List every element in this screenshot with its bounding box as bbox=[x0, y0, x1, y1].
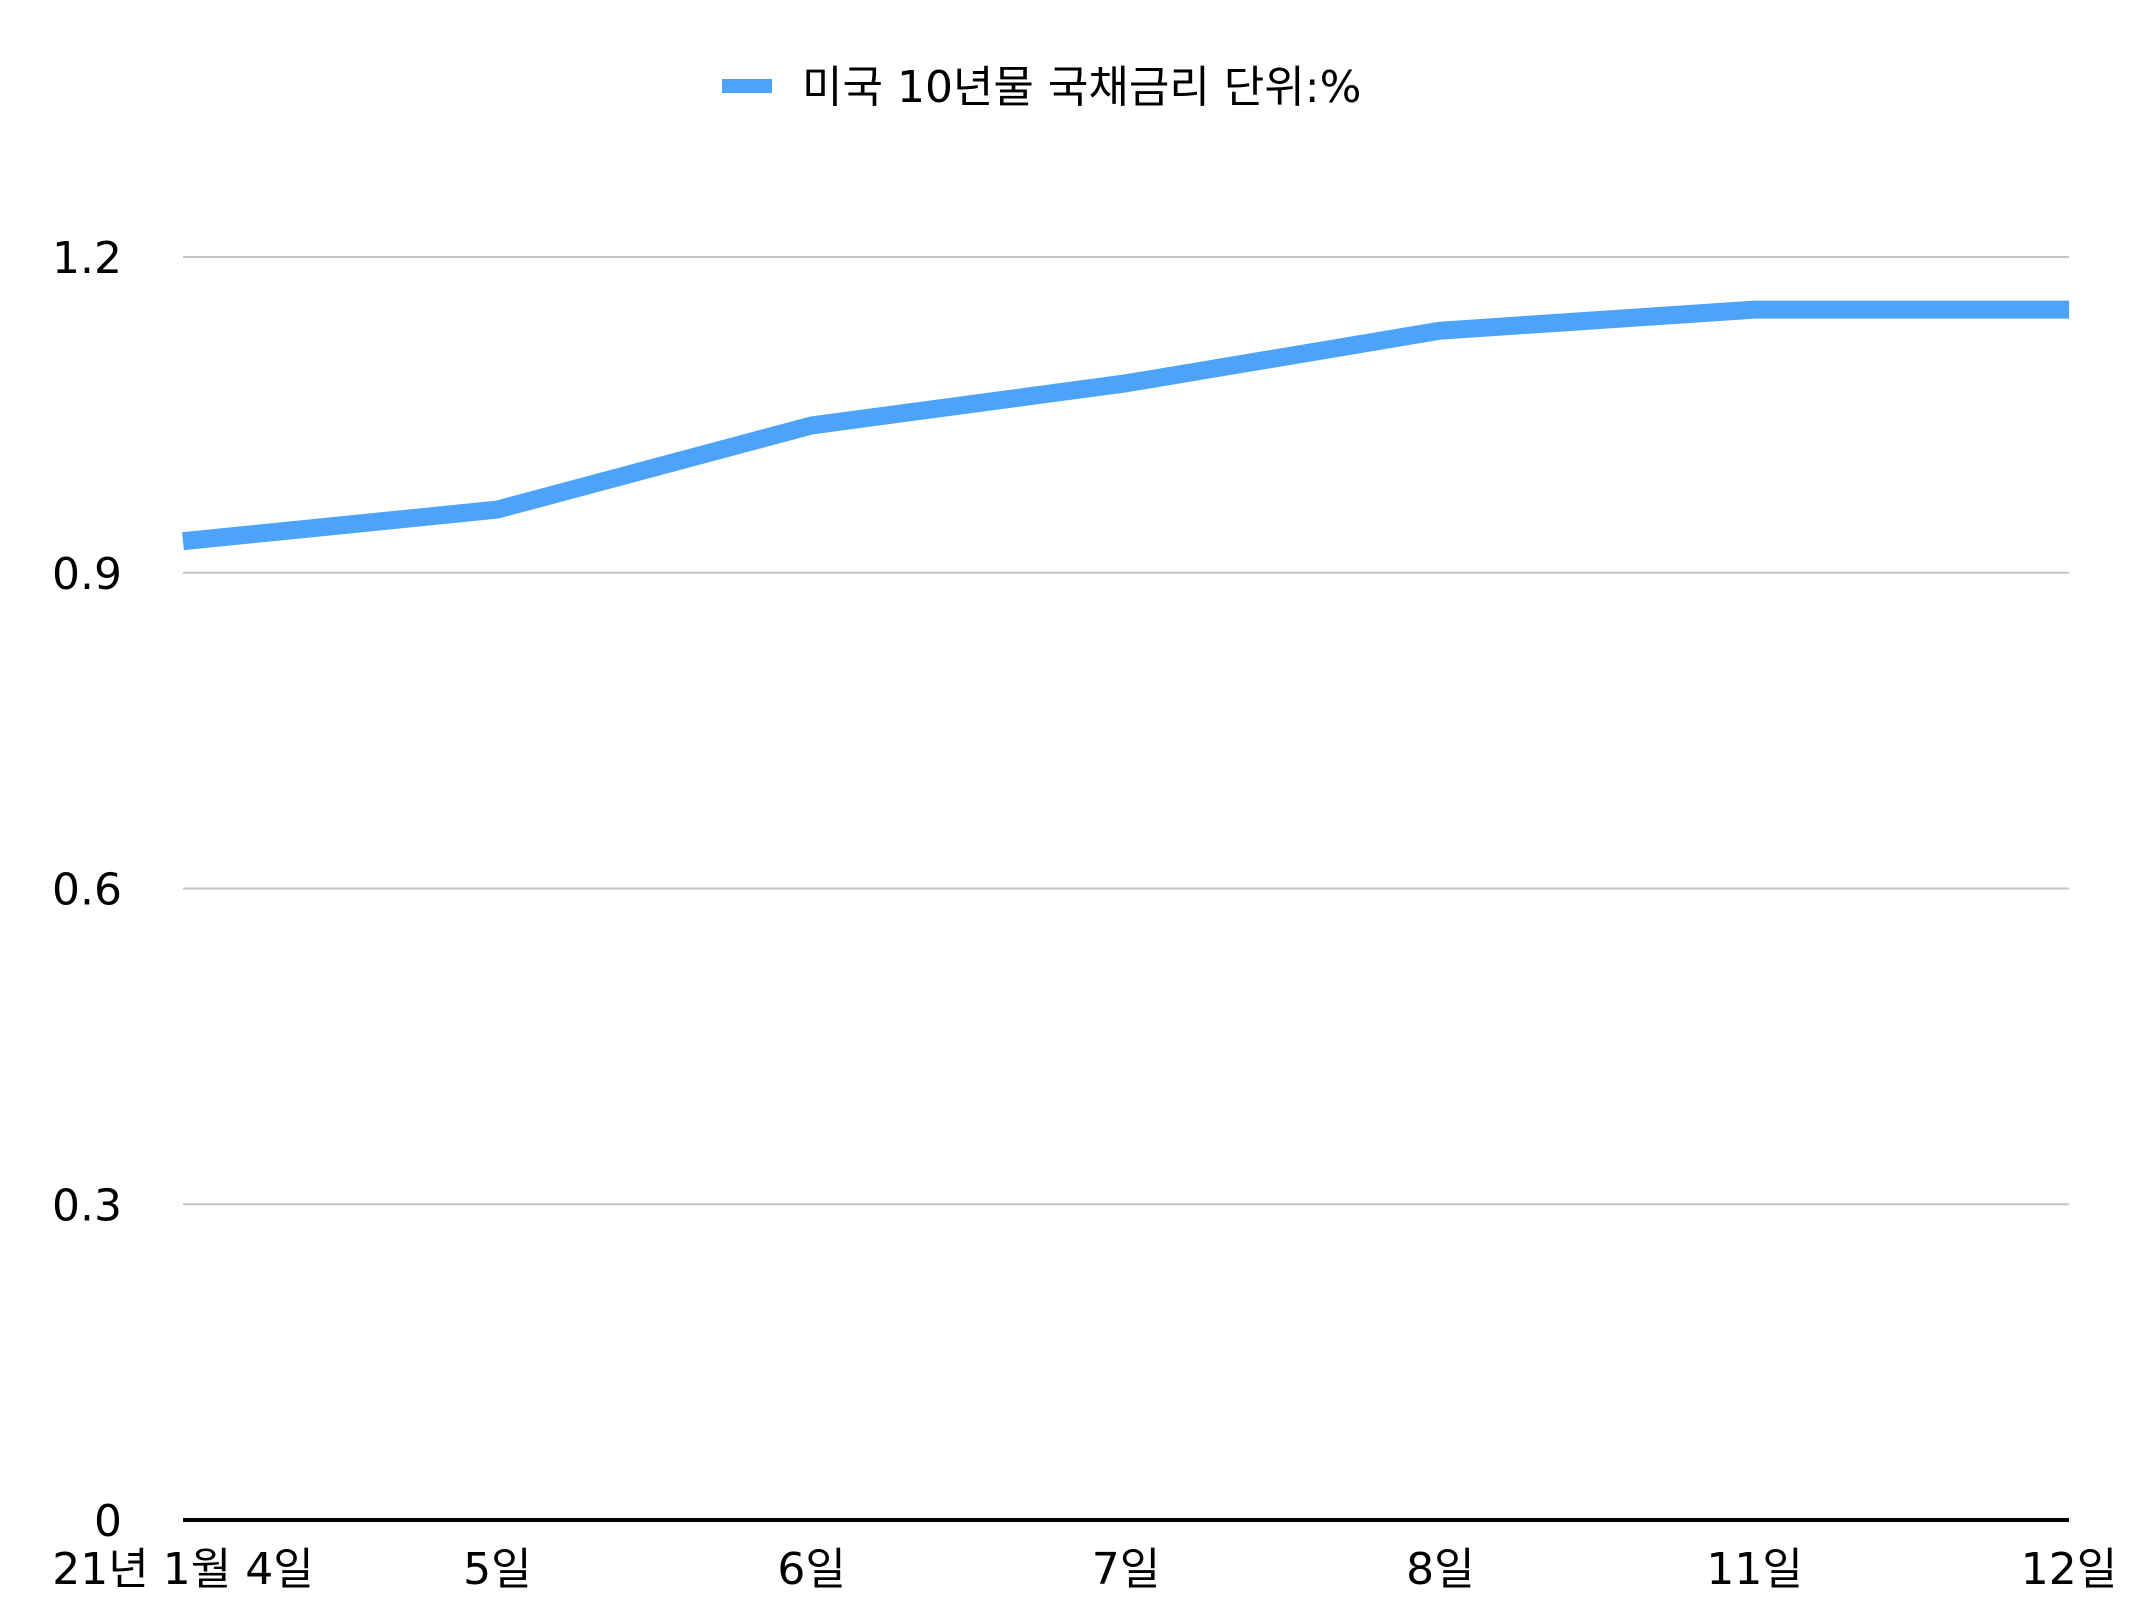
x-tick-label: 21년 1월 4일 bbox=[52, 1544, 313, 1595]
data-point bbox=[2068, 309, 2070, 311]
data-point bbox=[1754, 309, 1756, 311]
x-tick-label: 8일 bbox=[1406, 1544, 1474, 1595]
series-layer bbox=[182, 300, 2070, 551]
y-tick-label: 0.3 bbox=[52, 1180, 122, 1231]
y-tick-label: 0.9 bbox=[52, 549, 122, 600]
y-axis-ticks: 0 0.3 0.6 0.9 1.2 bbox=[52, 233, 122, 1547]
data-point bbox=[811, 424, 813, 426]
legend-label: 미국 10년물 국채금리 단위:% bbox=[802, 62, 1361, 113]
x-tick-label: 11일 bbox=[1706, 1544, 1802, 1595]
data-point bbox=[182, 540, 184, 542]
x-tick-label: 6일 bbox=[777, 1544, 845, 1595]
data-point bbox=[1125, 382, 1127, 384]
x-axis-ticks: 21년 1월 4일 5일 6일 7일 8일 11일 12일 bbox=[52, 1544, 2117, 1595]
data-point bbox=[1439, 330, 1441, 332]
series-line bbox=[182, 300, 2069, 551]
x-tick-label: 5일 bbox=[463, 1544, 531, 1595]
x-tick-label: 12일 bbox=[2021, 1544, 2117, 1595]
y-tick-label: 0.6 bbox=[52, 865, 122, 916]
legend: 미국 10년물 국채금리 단위:% bbox=[722, 62, 1361, 113]
data-point bbox=[496, 509, 498, 511]
grid-layer bbox=[183, 256, 2069, 1206]
y-tick-label: 1.2 bbox=[52, 233, 122, 284]
y-tick-label: 0 bbox=[94, 1496, 122, 1547]
x-tick-label: 7일 bbox=[1092, 1544, 1160, 1595]
